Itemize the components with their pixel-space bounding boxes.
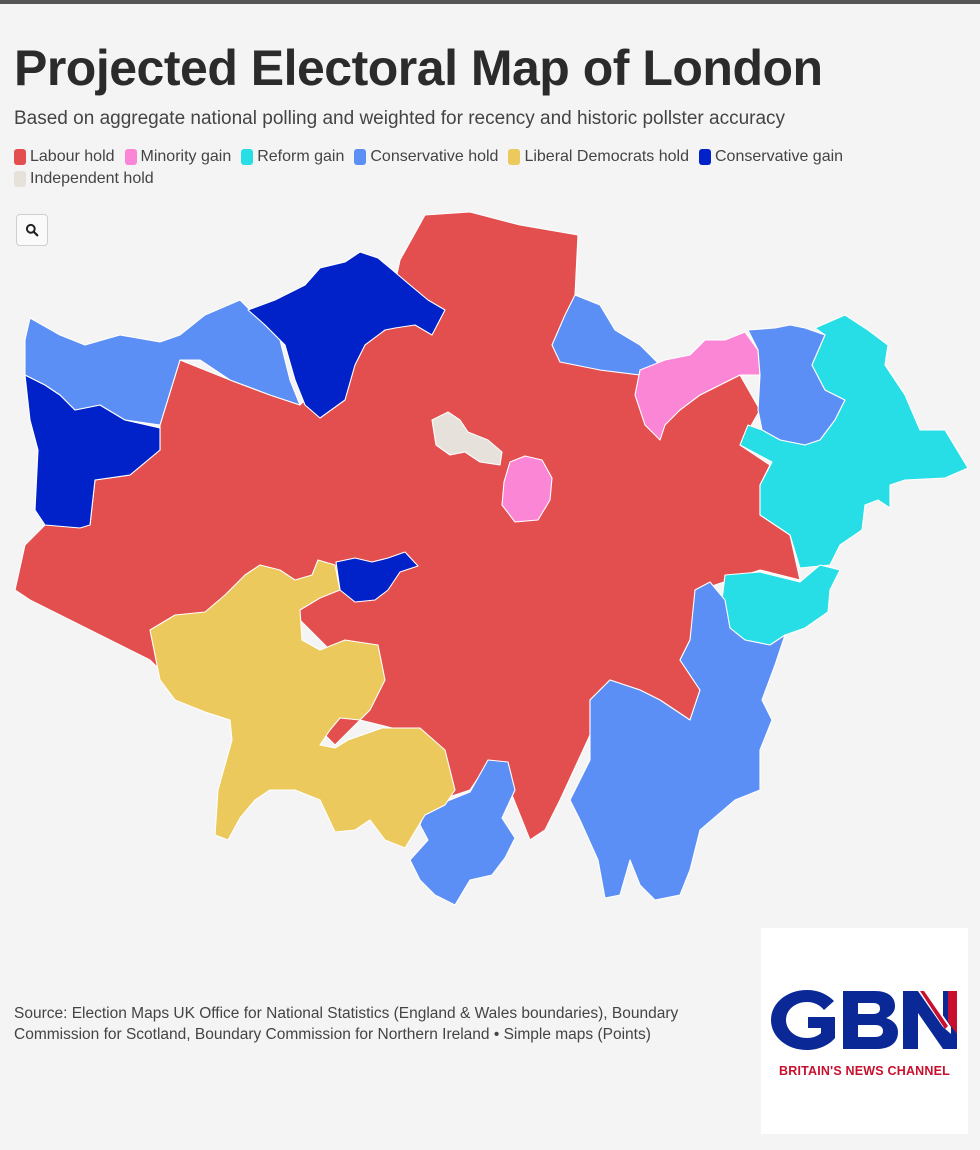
top-rule [0, 0, 980, 4]
legend-swatch [14, 149, 26, 165]
gbnews-logo: BRITAIN'S NEWS CHANNEL [761, 928, 968, 1134]
legend-label: Independent hold [30, 170, 154, 187]
constituency-con-hold-northwest[interactable] [24, 299, 301, 426]
legend-label: Minority gain [140, 148, 232, 165]
constituency-reform-gain-southeast[interactable] [721, 564, 841, 646]
page-subtitle: Based on aggregate national polling and … [14, 108, 786, 129]
legend-label: Liberal Democrats hold [524, 148, 689, 165]
constituency-con-gain-centre[interactable] [335, 551, 419, 603]
constituency-minority-gain-central[interactable] [501, 455, 553, 523]
logo-tagline: BRITAIN'S NEWS CHANNEL [778, 1064, 951, 1078]
legend-label: Conservative hold [370, 148, 499, 165]
legend-label: Labour hold [30, 148, 115, 165]
legend-item-conservative-gain[interactable]: Conservative gain [698, 148, 844, 166]
legend-label: Conservative gain [714, 148, 844, 165]
page-title: Projected Electoral Map of London [14, 40, 823, 96]
london-constituency-map [14, 211, 969, 906]
legend: Labour hold Minority gain Reform gain Co… [14, 148, 914, 188]
constituency-reform-gain-east[interactable] [739, 314, 969, 569]
legend-swatch [508, 149, 521, 165]
gbn-wordmark [771, 990, 957, 1050]
constituency-con-hold-south[interactable] [409, 759, 516, 906]
legend-swatch [14, 171, 26, 187]
legend-item-independent-hold[interactable]: Independent hold [14, 170, 154, 188]
search-icon [25, 223, 39, 237]
constituency-con-hold-southeast[interactable] [569, 581, 786, 901]
legend-item-reform-gain[interactable]: Reform gain [241, 148, 344, 166]
constituency-con-gain-north[interactable] [247, 251, 446, 419]
legend-item-conservative-hold[interactable]: Conservative hold [354, 148, 498, 166]
legend-item-minority-gain[interactable]: Minority gain [124, 148, 232, 166]
legend-swatch [241, 149, 254, 165]
source-note: Source: Election Maps UK Office for Nati… [14, 1005, 679, 1043]
constituency-independent-hold[interactable] [431, 411, 503, 466]
constituency-libdem-hold-southwest[interactable] [149, 559, 456, 849]
legend-swatch [124, 149, 137, 165]
legend-swatch [698, 149, 711, 165]
legend-item-labour-hold[interactable]: Labour hold [14, 148, 115, 166]
legend-swatch [354, 149, 367, 165]
legend-item-libdem-hold[interactable]: Liberal Democrats hold [508, 148, 689, 166]
legend-label: Reform gain [257, 148, 345, 165]
zoom-button[interactable] [16, 214, 48, 246]
constituency-minority-gain-east[interactable] [634, 331, 761, 441]
